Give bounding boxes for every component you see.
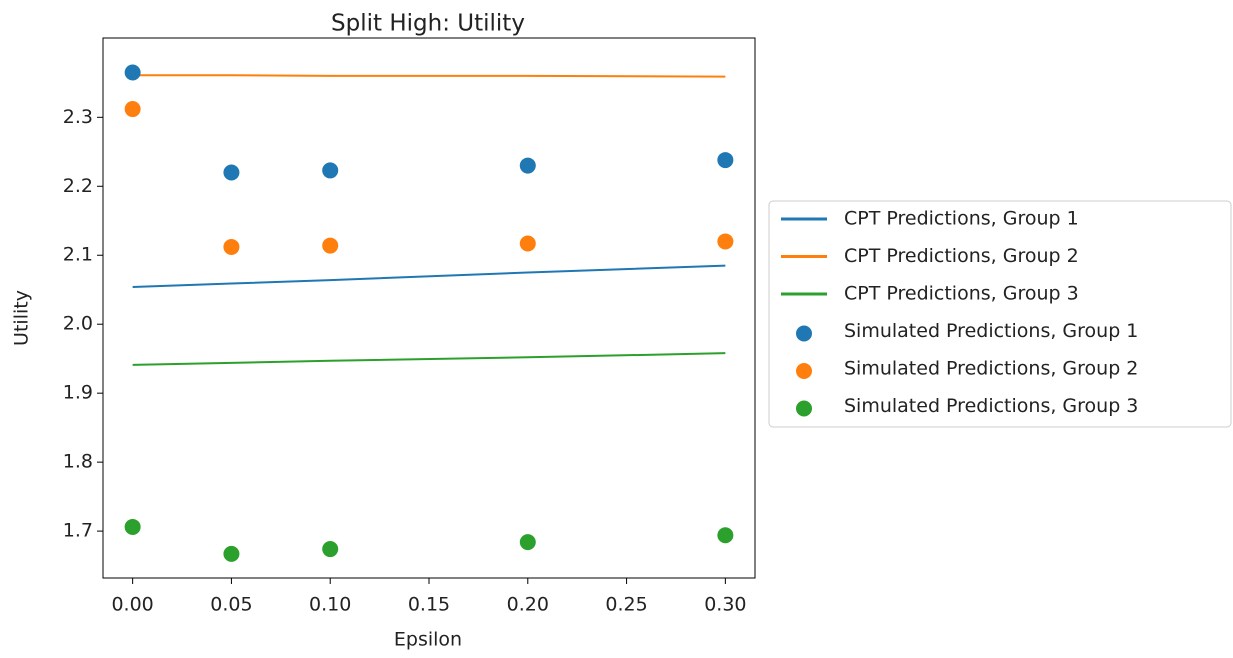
y-axis-label: Utility — [11, 290, 33, 346]
scatter-point — [223, 545, 240, 562]
legend-swatch — [796, 400, 812, 417]
scatter-point — [519, 235, 536, 252]
legend-label: Simulated Predictions, Group 1 — [844, 320, 1138, 342]
scatter-point — [322, 162, 339, 179]
x-tick-label: 0.10 — [309, 594, 351, 616]
scatter-point — [717, 527, 734, 544]
y-tick-label: 1.7 — [63, 520, 93, 542]
legend-label: CPT Predictions, Group 3 — [844, 283, 1079, 305]
scatter-point — [124, 101, 141, 118]
legend-label: CPT Predictions, Group 2 — [844, 245, 1079, 267]
legend-label: Simulated Predictions, Group 3 — [844, 395, 1138, 417]
line — [132, 352, 726, 366]
x-axis-label: Epsilon — [394, 629, 462, 651]
plot-frame — [102, 37, 756, 579]
y-tick-label: 2.1 — [63, 244, 93, 266]
y-tick-label: 1.8 — [63, 451, 93, 473]
legend-swatch — [796, 325, 812, 342]
y-tick-label: 2.0 — [63, 313, 93, 335]
x-tick-label: 0.30 — [704, 594, 746, 616]
line — [132, 264, 726, 288]
x-tick-label: 0.15 — [408, 594, 450, 616]
legend-swatch — [796, 363, 812, 379]
x-tick-label: 0.25 — [605, 594, 647, 616]
y-tick-label: 2.3 — [63, 106, 93, 128]
scatter-point — [124, 64, 141, 81]
scatter-point — [717, 233, 734, 250]
scatter-point — [124, 518, 141, 535]
scatter-point — [223, 238, 240, 255]
scatter-point — [322, 541, 339, 558]
scatter-point — [519, 157, 536, 174]
chart-title: Split High: Utility — [331, 11, 525, 37]
line — [132, 74, 726, 78]
x-tick-label: 0.00 — [111, 594, 153, 616]
x-tick-label: 0.05 — [210, 594, 252, 616]
legend-box — [768, 200, 1232, 428]
legend-label: CPT Predictions, Group 1 — [844, 208, 1079, 230]
scatter-point — [223, 164, 240, 181]
y-tick-label: 2.2 — [63, 175, 93, 197]
scatter-point — [519, 534, 536, 551]
x-tick-label: 0.20 — [507, 594, 549, 616]
scatter-point — [717, 152, 734, 169]
legend-label: Simulated Predictions, Group 2 — [844, 358, 1138, 380]
scatter-point — [322, 237, 339, 254]
y-tick-label: 1.9 — [63, 382, 93, 404]
